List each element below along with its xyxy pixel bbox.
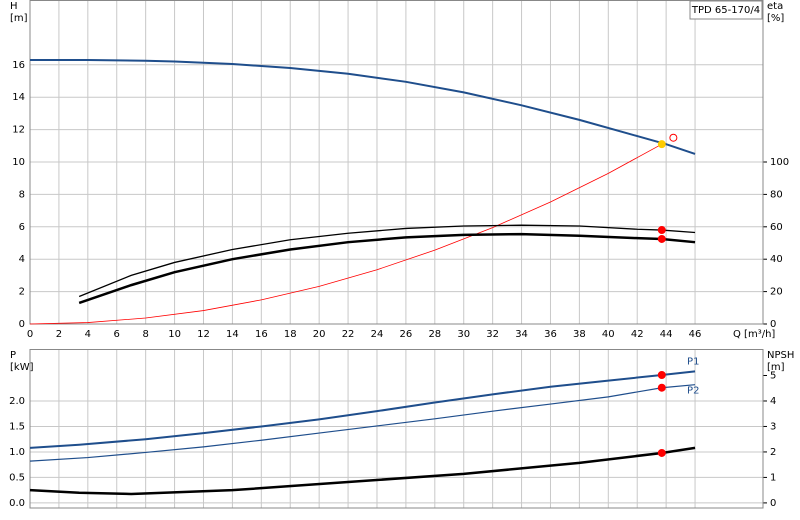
y2-tick-label: 0 [770, 498, 776, 509]
plot-frame [29, 0, 764, 325]
y-tick-label: 0 [19, 319, 25, 330]
x-tick-label: 32 [486, 329, 499, 340]
curve [29, 370, 696, 449]
y2-axis-label: [m] [767, 362, 785, 373]
y2-tick-label: 4 [770, 396, 776, 407]
y-tick-label: 16 [12, 60, 25, 71]
y2-tick-label: 3 [770, 421, 776, 432]
y2-axis-label: NPSH [767, 350, 794, 361]
curve [30, 58, 696, 155]
title-box [689, 0, 763, 20]
x-tick-label: 22 [342, 329, 355, 340]
x-tick-label: 16 [255, 329, 268, 340]
y2-tick-label: 80 [770, 189, 783, 200]
y-axis-label: [m] [10, 13, 28, 24]
y-tick-label: 4 [19, 254, 25, 265]
curve [29, 446, 696, 496]
duty-point [669, 133, 678, 142]
x-tick-label: 14 [226, 329, 239, 340]
x-tick-label: 10 [168, 329, 181, 340]
duty-point [657, 226, 666, 235]
y-tick-label: 1.0 [9, 447, 25, 458]
plot-frame [29, 349, 764, 509]
x-tick-label: 28 [428, 329, 441, 340]
y-axis-label: H [10, 1, 18, 12]
x-tick-label: 12 [197, 329, 210, 340]
chart-title: TPD 65-170/4 [691, 5, 760, 16]
y-tick-label: 14 [12, 92, 25, 103]
y2-tick-label: 1 [770, 472, 776, 483]
series-label: P2 [687, 386, 699, 397]
y2-axis-label: [%] [767, 13, 784, 24]
x-tick-label: 30 [457, 329, 470, 340]
y2-tick-label: 5 [770, 371, 776, 382]
y-tick-label: 12 [12, 125, 25, 136]
duty-point [657, 448, 666, 457]
curve [78, 232, 696, 305]
x-tick-label: 38 [573, 329, 586, 340]
y-tick-label: 6 [19, 222, 25, 233]
x-tick-label: 36 [544, 329, 557, 340]
x-tick-label: 0 [27, 329, 33, 340]
y2-tick-label: 0 [770, 319, 776, 330]
x-tick-label: 44 [660, 329, 673, 340]
x-tick-label: 24 [371, 329, 384, 340]
curve [29, 384, 696, 462]
duty-point [657, 383, 666, 392]
y2-tick-label: 2 [770, 447, 776, 458]
series-label: P1 [687, 356, 699, 367]
duty-point [657, 370, 666, 379]
y-axis-label: [kW] [10, 362, 34, 373]
y-tick-label: 8 [19, 189, 25, 200]
x-tick-label: 8 [142, 329, 148, 340]
y2-tick-label: 100 [770, 157, 789, 168]
x-tick-label: 26 [400, 329, 413, 340]
y-tick-label: 2 [19, 287, 25, 298]
y-tick-label: 10 [12, 157, 25, 168]
duty-point [657, 140, 666, 149]
x-tick-label: 4 [85, 329, 91, 340]
y-axis-label: P [10, 350, 16, 361]
x-tick-label: 18 [284, 329, 297, 340]
y2-tick-label: 20 [770, 287, 783, 298]
x-tick-label: 2 [56, 329, 62, 340]
duty-point [657, 234, 666, 243]
y-tick-label: 2.0 [9, 396, 25, 407]
x-tick-label: 40 [602, 329, 615, 340]
curve [29, 143, 662, 325]
x-tick-label: 34 [515, 329, 528, 340]
x-tick-label: 20 [313, 329, 326, 340]
y2-tick-label: 60 [770, 222, 783, 233]
y-tick-label: 0.5 [9, 472, 25, 483]
y-tick-label: 0.0 [9, 498, 25, 509]
x-axis-label: Q [m³/h] [733, 329, 775, 340]
y2-tick-label: 40 [770, 254, 783, 265]
y2-axis-label: eta [767, 1, 783, 12]
curve [78, 224, 696, 298]
x-tick-label: 42 [631, 329, 644, 340]
x-tick-label: 46 [689, 329, 702, 340]
x-tick-label: 6 [114, 329, 120, 340]
y-tick-label: 1.5 [9, 421, 25, 432]
